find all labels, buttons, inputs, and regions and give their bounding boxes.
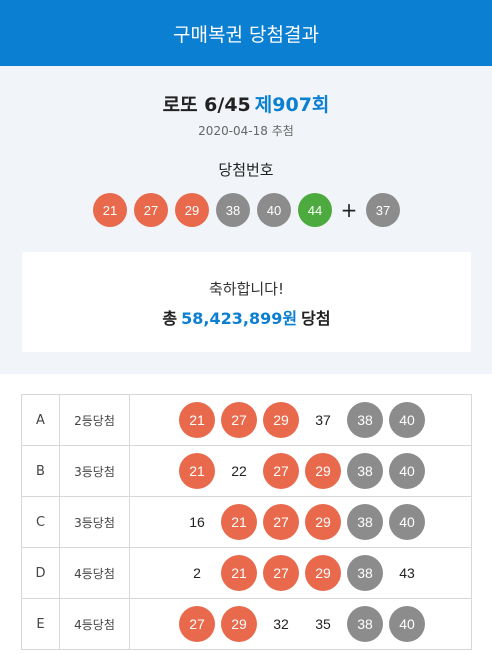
game-letter: B (22, 446, 60, 496)
matched-ball: 40 (389, 453, 425, 489)
matched-ball: 29 (305, 555, 341, 591)
winning-ball: 27 (134, 193, 168, 227)
ticket-numbers: 21 27 29 37 38 40 (130, 395, 471, 445)
winning-ball: 38 (216, 193, 250, 227)
ticket-numbers: 2 21 27 29 38 43 (130, 548, 471, 598)
congrats-message: 축하합니다! (208, 280, 284, 298)
prize-suffix: 당첨 (301, 309, 331, 328)
ticket-row: A 2등당첨 21 27 29 37 38 40 (22, 395, 471, 446)
winning-numbers: 21 27 29 38 40 44 + 37 (93, 193, 407, 227)
draw-summary: 로또 6/45 제907회 2020-04-18 추첨 당첨번호 21 27 29… (0, 66, 492, 374)
round-number: 제907회 (254, 94, 330, 116)
prize-amount: 58,423,899원 (181, 309, 298, 328)
ticket-numbers: 27 29 32 35 38 40 (130, 599, 471, 649)
matched-ball: 21 (221, 555, 257, 591)
ticket-row: D 4등당첨 2 21 27 29 38 43 (22, 548, 471, 599)
game-name: 로또 6/45 (162, 94, 251, 116)
page-title: 구매복권 당첨결과 (173, 23, 319, 46)
matched-ball: 27 (263, 504, 299, 540)
prize-rank: 3등당첨 (60, 497, 130, 547)
ticket-numbers: 16 21 27 29 38 40 (130, 497, 471, 547)
matched-ball: 40 (389, 402, 425, 438)
winning-ball: 21 (93, 193, 127, 227)
matched-ball: 27 (221, 402, 257, 438)
ticket-table: A 2등당첨 21 27 29 37 38 40 B 3등당첨 21 22 27 29 38 40 C 3등당첨 1… (21, 394, 472, 650)
unmatched-number: 22 (231, 463, 247, 479)
winning-ball: 29 (175, 193, 209, 227)
ticket-numbers: 21 22 27 29 38 40 (130, 446, 471, 496)
matched-ball: 40 (389, 504, 425, 540)
matched-ball: 27 (179, 606, 215, 642)
game-letter: E (22, 599, 60, 649)
prize-box: 축하합니다! 총 58,423,899원 당첨 (22, 252, 471, 352)
game-letter: A (22, 395, 60, 445)
prize-rank: 3등당첨 (60, 446, 130, 496)
ticket-row: B 3등당첨 21 22 27 29 38 40 (22, 446, 471, 497)
matched-ball: 29 (263, 402, 299, 438)
matched-ball: 29 (221, 606, 257, 642)
ticket-row: E 4등당첨 27 29 32 35 38 40 (22, 599, 471, 650)
matched-ball: 21 (179, 402, 215, 438)
matched-ball: 38 (347, 402, 383, 438)
winning-ball: 40 (257, 193, 291, 227)
game-letter: D (22, 548, 60, 598)
matched-ball: 27 (263, 453, 299, 489)
matched-ball: 21 (221, 504, 257, 540)
ticket-row: C 3등당첨 16 21 27 29 38 40 (22, 497, 471, 548)
unmatched-number: 37 (315, 412, 331, 428)
matched-ball: 21 (179, 453, 215, 489)
header-bar: 구매복권 당첨결과 (0, 0, 492, 66)
plus-sign: + (340, 198, 358, 222)
matched-ball: 29 (305, 453, 341, 489)
unmatched-number: 16 (189, 514, 205, 530)
unmatched-number: 32 (273, 616, 289, 632)
winning-numbers-label: 당첨번호 (218, 161, 274, 179)
prize-rank: 4등당첨 (60, 548, 130, 598)
bonus-ball: 37 (366, 193, 400, 227)
matched-ball: 27 (263, 555, 299, 591)
draw-date: 2020-04-18 추첨 (198, 124, 294, 138)
prize-rank: 2등당첨 (60, 395, 130, 445)
prize-total: 총 58,423,899원 당첨 (22, 305, 471, 329)
unmatched-number: 2 (193, 565, 201, 581)
unmatched-number: 35 (315, 616, 331, 632)
matched-ball: 38 (347, 453, 383, 489)
matched-ball: 38 (347, 504, 383, 540)
prize-rank: 4등당첨 (60, 599, 130, 649)
matched-ball: 38 (347, 555, 383, 591)
prize-prefix: 총 (162, 309, 178, 328)
ticket-results: A 2등당첨 21 27 29 37 38 40 B 3등당첨 21 22 27 29 38 40 C 3등당첨 1… (0, 374, 492, 654)
matched-ball: 29 (305, 504, 341, 540)
winning-ball: 44 (298, 193, 332, 227)
matched-ball: 38 (347, 606, 383, 642)
round-title: 로또 6/45 제907회 (0, 90, 492, 117)
matched-ball: 40 (389, 606, 425, 642)
game-letter: C (22, 497, 60, 547)
unmatched-number: 43 (399, 565, 415, 581)
